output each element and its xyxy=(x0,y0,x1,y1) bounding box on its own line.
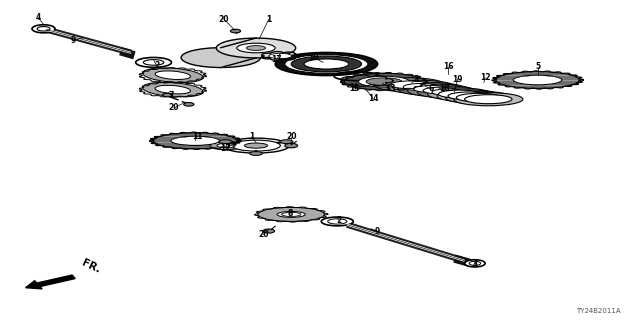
Ellipse shape xyxy=(155,85,191,94)
Ellipse shape xyxy=(390,81,429,89)
Ellipse shape xyxy=(263,229,275,233)
Ellipse shape xyxy=(304,59,349,69)
Ellipse shape xyxy=(244,143,268,148)
Ellipse shape xyxy=(397,82,464,96)
Ellipse shape xyxy=(285,55,368,73)
Ellipse shape xyxy=(321,217,353,226)
Text: 9: 9 xyxy=(375,227,380,236)
Text: 9: 9 xyxy=(71,36,76,44)
Text: 5: 5 xyxy=(535,62,540,71)
Ellipse shape xyxy=(366,78,402,85)
Ellipse shape xyxy=(143,68,203,83)
Text: 3: 3 xyxy=(413,75,419,84)
Ellipse shape xyxy=(465,260,485,267)
Ellipse shape xyxy=(32,25,55,33)
Ellipse shape xyxy=(171,136,220,145)
Ellipse shape xyxy=(136,58,172,67)
Ellipse shape xyxy=(413,85,448,92)
Ellipse shape xyxy=(237,43,275,53)
Text: 14: 14 xyxy=(368,94,378,103)
FancyArrow shape xyxy=(26,275,75,289)
Text: 15: 15 xyxy=(349,84,359,93)
Ellipse shape xyxy=(513,75,562,85)
Ellipse shape xyxy=(428,88,492,100)
Ellipse shape xyxy=(277,212,305,217)
Text: 18: 18 xyxy=(440,84,450,93)
Ellipse shape xyxy=(269,53,292,59)
Text: 1: 1 xyxy=(266,15,271,24)
Ellipse shape xyxy=(143,60,164,65)
Text: 2: 2 xyxy=(154,61,159,70)
Text: TY24B2011A: TY24B2011A xyxy=(576,308,621,314)
Ellipse shape xyxy=(258,207,324,221)
Text: 16: 16 xyxy=(443,62,453,71)
Ellipse shape xyxy=(154,133,237,149)
Text: 19: 19 xyxy=(452,75,463,84)
Ellipse shape xyxy=(417,86,479,98)
Text: 8: 8 xyxy=(287,209,292,218)
Ellipse shape xyxy=(445,91,512,104)
Text: 1: 1 xyxy=(249,132,254,141)
Ellipse shape xyxy=(37,27,50,31)
Ellipse shape xyxy=(454,92,523,106)
Ellipse shape xyxy=(432,89,464,95)
Ellipse shape xyxy=(328,219,347,224)
Ellipse shape xyxy=(219,140,232,144)
Text: 20: 20 xyxy=(286,132,296,141)
Ellipse shape xyxy=(223,138,289,153)
Text: 13: 13 xyxy=(385,84,396,93)
Text: 12: 12 xyxy=(480,73,490,82)
Ellipse shape xyxy=(387,80,455,94)
Ellipse shape xyxy=(217,143,235,148)
Ellipse shape xyxy=(374,78,445,92)
Text: 7: 7 xyxy=(169,91,174,100)
Ellipse shape xyxy=(358,76,410,87)
Ellipse shape xyxy=(246,46,266,51)
Text: 20: 20 xyxy=(169,103,179,112)
Ellipse shape xyxy=(280,140,293,144)
Ellipse shape xyxy=(423,87,456,94)
Text: 17: 17 xyxy=(271,55,282,64)
Ellipse shape xyxy=(230,29,241,33)
Ellipse shape xyxy=(496,72,579,88)
Ellipse shape xyxy=(285,143,298,148)
Ellipse shape xyxy=(291,56,362,72)
Text: 10: 10 xyxy=(308,53,319,62)
Text: 4: 4 xyxy=(472,260,477,269)
Ellipse shape xyxy=(437,90,501,102)
Ellipse shape xyxy=(216,38,296,58)
Text: 20: 20 xyxy=(219,15,229,24)
Ellipse shape xyxy=(155,71,191,79)
Ellipse shape xyxy=(143,82,203,97)
Ellipse shape xyxy=(438,90,481,98)
Text: 20: 20 xyxy=(259,230,269,239)
Ellipse shape xyxy=(448,92,490,100)
Text: 6: 6 xyxy=(429,84,434,93)
Ellipse shape xyxy=(181,48,260,68)
Ellipse shape xyxy=(184,102,194,106)
Ellipse shape xyxy=(232,140,280,151)
Text: 4: 4 xyxy=(36,13,41,22)
Ellipse shape xyxy=(250,152,262,156)
Ellipse shape xyxy=(282,212,301,216)
Text: 11: 11 xyxy=(192,132,202,141)
Ellipse shape xyxy=(456,93,501,102)
Text: FR.: FR. xyxy=(80,258,102,275)
Ellipse shape xyxy=(163,93,173,97)
Ellipse shape xyxy=(465,95,512,104)
Ellipse shape xyxy=(210,141,242,150)
Ellipse shape xyxy=(408,84,472,97)
Ellipse shape xyxy=(344,73,424,90)
Ellipse shape xyxy=(469,261,481,265)
Polygon shape xyxy=(221,38,256,68)
Text: 17: 17 xyxy=(221,144,231,153)
Ellipse shape xyxy=(275,52,378,76)
Text: 2: 2 xyxy=(337,216,342,225)
Ellipse shape xyxy=(403,84,439,91)
